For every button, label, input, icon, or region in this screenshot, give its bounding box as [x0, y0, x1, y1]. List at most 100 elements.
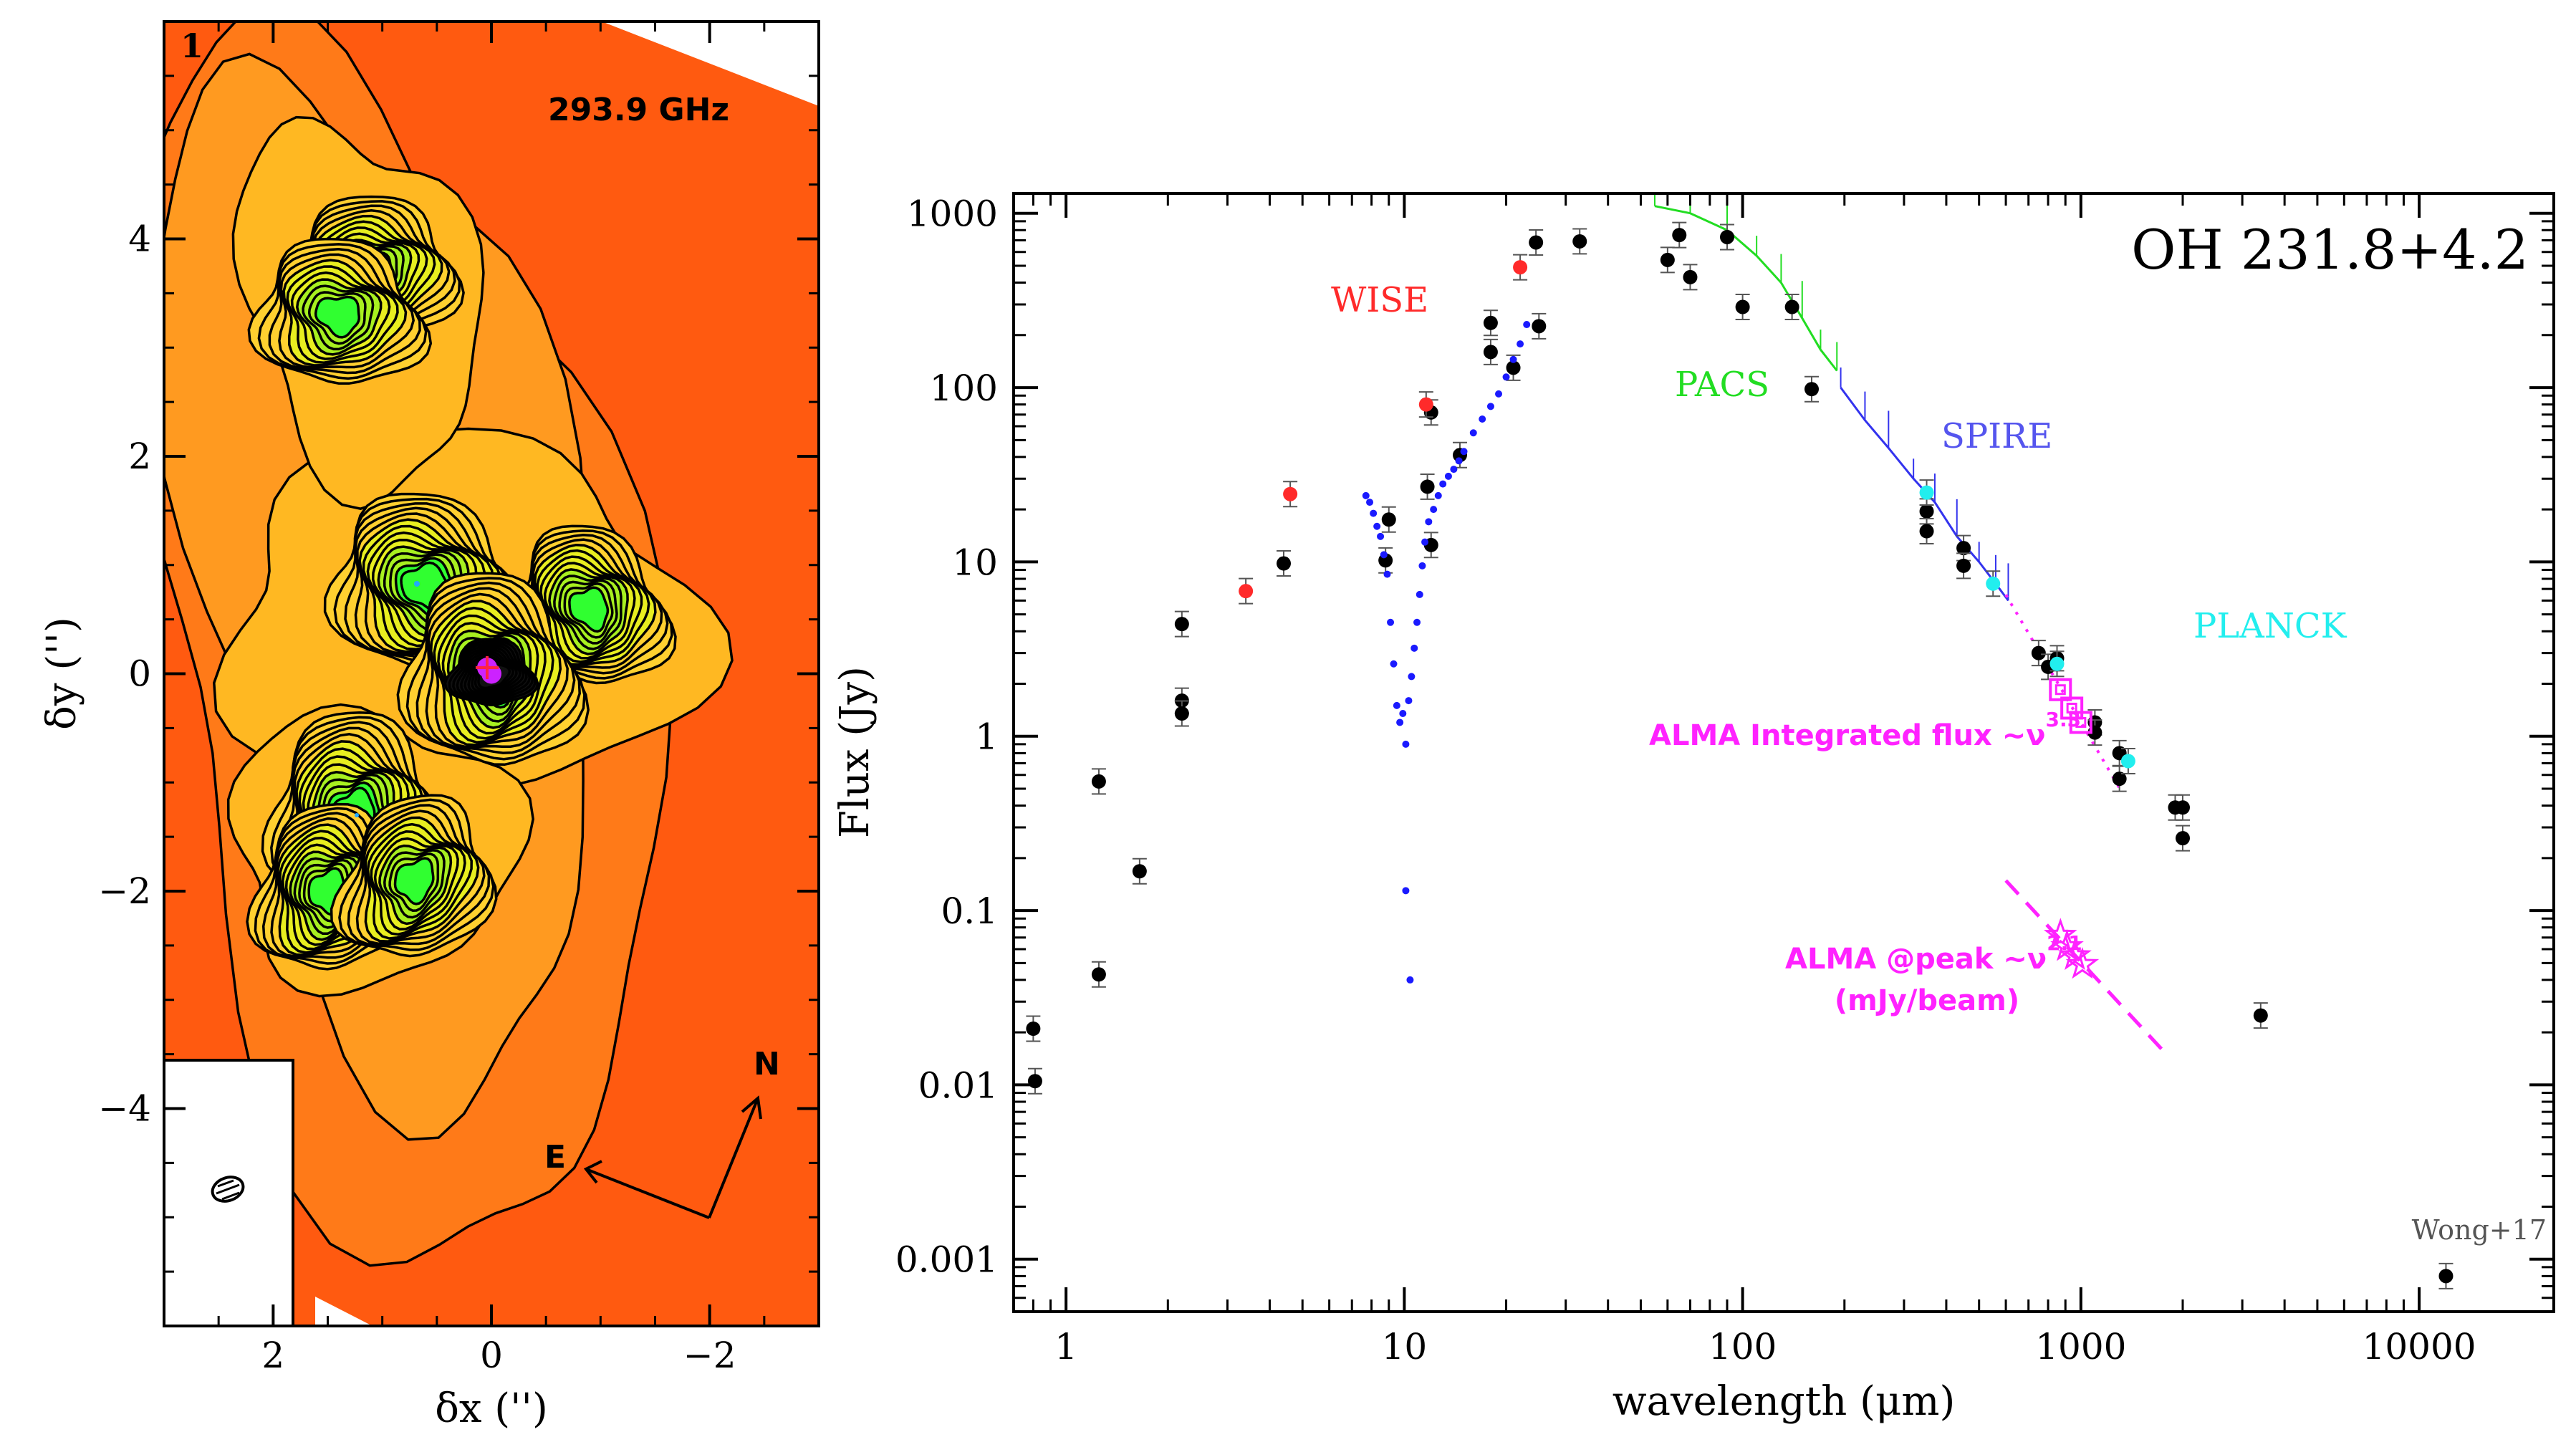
literature-photometry-point [1804, 382, 1820, 397]
map-x-axis-label: δx ('') [435, 1385, 548, 1432]
spire-spectrum-curve [1840, 387, 2009, 602]
spitzer-point [1509, 355, 1517, 363]
literature-photometry-point [1381, 512, 1396, 527]
spitzer-point [1421, 538, 1429, 546]
literature-photometry-point [1784, 299, 1799, 314]
literature-photometry-point [1277, 556, 1292, 571]
alma-integrated-text: ALMA Integrated flux ~ν [1649, 719, 2046, 752]
literature-photometry-point [1720, 229, 1735, 244]
contour-ring [568, 586, 610, 633]
sed-y-tick-label: 1000 [907, 193, 998, 235]
compass-north-arrow [708, 1097, 759, 1219]
alma-peak-sublabel: (mJy/beam) [1835, 984, 2019, 1017]
literature-photometry-point [1572, 234, 1587, 249]
spitzer-point [1434, 491, 1442, 499]
map-y-axis-label: δy ('') [39, 617, 85, 730]
spitzer-point [1444, 472, 1452, 480]
spitzer-point [1502, 373, 1510, 381]
alma-integrated-power-law-line [2004, 594, 2121, 789]
frequency-label: 293.9 GHz [548, 92, 729, 128]
sed-axes: 1 10 100 1000 10000 0.001 0.01 0.1 1 10 100 1000 [895, 193, 2554, 1368]
planck-point [2049, 656, 2065, 671]
map-x-tick-label: 0 [480, 1335, 503, 1376]
map-y-tick-label: 2 [128, 436, 151, 477]
alma-peak-power-law-line [2004, 879, 2169, 1057]
sed-x-tick-label: 1000 [2035, 1326, 2126, 1368]
sed-title: OH 231.8+4.2 [2131, 218, 2529, 282]
literature-photometry-point [1091, 967, 1106, 982]
compass: N E [544, 1046, 780, 1219]
sed-y-tick-label: 0.01 [918, 1064, 998, 1106]
panel-number: 1 [181, 27, 203, 65]
wise-label: WISE [1331, 280, 1428, 320]
spitzer-point [1377, 532, 1385, 540]
beam-hatch [221, 1191, 240, 1201]
sed-background [1014, 193, 2554, 1312]
spitzer-point [1486, 403, 1494, 410]
literature-photometry-point [1483, 315, 1498, 330]
literature-photometry-point [1919, 524, 1934, 539]
spitzer-point [1383, 570, 1391, 578]
spitzer-point [1416, 590, 1423, 598]
map-mask-bottom-left [315, 1297, 373, 1326]
wise-point [1513, 260, 1528, 275]
spitzer-point [1387, 618, 1395, 626]
literature-photometry-point [2031, 645, 2046, 660]
spitzer-point [1399, 710, 1407, 718]
planck-point [1919, 485, 1934, 500]
spitzer-point [1455, 457, 1463, 465]
sed-x-axis-label: wavelength (μm) [1613, 1378, 1956, 1425]
sed-y-tick-label: 0.001 [895, 1239, 998, 1281]
spitzer-point [1380, 551, 1388, 559]
spitzer-point [1402, 887, 1410, 895]
literature-photometry-point [1735, 299, 1750, 314]
spitzer-point [1425, 518, 1433, 526]
compass-east-label: E [544, 1139, 566, 1176]
literature-photometry-point [2176, 831, 2191, 846]
spitzer-point [1402, 740, 1410, 748]
pacs-label: PACS [1675, 365, 1769, 405]
spitzer-point [1413, 618, 1421, 626]
alma-integrated-point-inner [2054, 684, 2066, 696]
sed-x-tick-label: 1 [1054, 1326, 1077, 1368]
compass-north-label: N [754, 1046, 780, 1082]
literature-photometry-point [2438, 1269, 2454, 1284]
beam-hatch [217, 1179, 234, 1188]
spitzer-point [1439, 480, 1447, 488]
wise-point [1283, 486, 1298, 501]
alma-peak-point [2065, 946, 2100, 979]
sed-panel: 1 10 100 1000 10000 0.001 0.01 0.1 1 10 100 1000 OH… [832, 192, 2555, 1425]
map-panel: 2 0 −2 4 2 0 −2 −4 1 293.9 GHz N E δx ('') δy (… [39, 20, 820, 1432]
alma-integrated-point [2069, 711, 2092, 734]
planck-point [1986, 576, 2001, 591]
spitzer-point [1495, 390, 1503, 398]
literature-photometry-point [1956, 558, 1971, 573]
spitzer-point [1390, 660, 1398, 668]
sed-y-tick-label: 1 [975, 716, 998, 758]
spitzer-point [1517, 340, 1524, 348]
literature-photometry-point [1672, 228, 1687, 243]
literature-photometry-point [1683, 269, 1698, 284]
spitzer-point [1479, 415, 1486, 423]
planck-point [2120, 754, 2135, 769]
alma-integrated-exponent: 3.3 [2046, 708, 2082, 731]
spitzer-point [1406, 976, 1414, 984]
spitzer-point [1405, 697, 1413, 705]
sed-points [1026, 221, 2454, 1289]
beam-hatch [216, 1183, 240, 1195]
literature-photometry-point [1026, 1022, 1041, 1037]
literature-photometry-point [1956, 541, 1971, 556]
spitzer-point [1408, 673, 1416, 681]
compass-east-arrow [585, 1168, 710, 1219]
sed-y-tick-label: 100 [930, 367, 998, 409]
sed-y-tick-label: 10 [952, 542, 998, 583]
hotspot-marker [414, 581, 420, 587]
wise-point [1239, 584, 1254, 599]
map-mask-top-right [602, 21, 819, 106]
contour-ring [314, 295, 360, 339]
spitzer-point [1370, 509, 1378, 517]
spitzer-point [1460, 448, 1468, 456]
alma-peak-exponent: 2.1 [2047, 931, 2082, 955]
contour-ring [393, 857, 435, 905]
